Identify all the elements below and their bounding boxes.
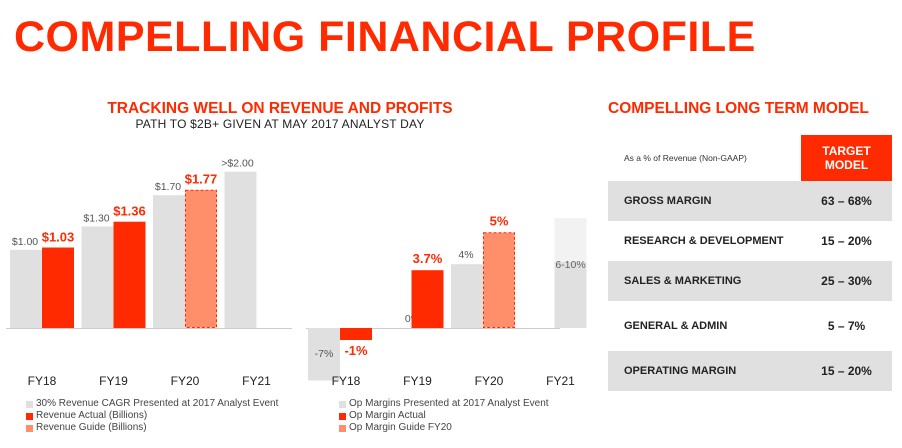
revenue-presented-bar <box>10 249 42 328</box>
long-term-model-title: COMPELLING LONG TERM MODEL <box>608 100 869 117</box>
row-label: RESEARCH & DEVELOPMENT <box>624 235 784 247</box>
revenue-actual-bar <box>42 247 74 328</box>
legend-label: Op Margin Guide FY20 <box>349 422 452 433</box>
op-margin-presented-label: 6-10% <box>555 259 585 271</box>
legend-item: Op Margins Presented at 2017 Analyst Eve… <box>339 398 549 410</box>
legend-label: Revenue Actual (Billions) <box>36 410 148 421</box>
revenue-legend: 30% Revenue CAGR Presented at 2017 Analy… <box>26 398 278 434</box>
revenue-guide-label: $1.77 <box>185 172 218 187</box>
legend-label: Op Margins Presented at 2017 Analyst Eve… <box>349 398 549 409</box>
row-label: GROSS MARGIN <box>624 195 712 207</box>
revenue-profit-title: TRACKING WELL ON REVENUE AND PROFITS <box>107 100 453 117</box>
legend-item: Revenue Actual (Billions) <box>26 410 278 422</box>
op-margin-x-tick: FY20 <box>475 374 504 388</box>
revenue-x-tick: FY20 <box>171 374 200 388</box>
page-title: COMPELLING FINANCIAL PROFILE <box>14 13 756 61</box>
op-margin-actual-label: 3.7% <box>413 251 443 266</box>
legend-item: 30% Revenue CAGR Presented at 2017 Analy… <box>26 398 278 410</box>
legend-item: Revenue Guide (Billions) <box>26 422 278 434</box>
op-margin-x-tick: FY19 <box>403 374 432 388</box>
legend-swatch <box>339 412 346 420</box>
op-margin-presented-bar <box>554 262 587 328</box>
target-line-1: TARGET <box>822 144 871 158</box>
op-margin-presented-bar <box>308 328 340 381</box>
revenue-presented-label: $1.00 <box>12 236 38 248</box>
op-margin-range-bar <box>554 218 587 262</box>
op-margin-presented-label: 4% <box>458 249 473 261</box>
table-row: SALES & MARKETING 25 – 30% <box>608 261 892 301</box>
charts-area: $1.00 $1.03 FY18 $1.30 $1.36 FY19 $1.70 $1.77 FY… <box>6 158 587 388</box>
revenue-presented-label: $1.30 <box>83 212 109 224</box>
revenue-x-tick: FY19 <box>99 374 128 388</box>
revenue-actual-label: $1.36 <box>113 204 146 219</box>
row-value: 25 – 30% <box>821 274 872 288</box>
row-value: 15 – 20% <box>821 234 872 248</box>
op-margin-legend: Op Margins Presented at 2017 Analyst Eve… <box>339 398 549 434</box>
table-row: GENERAL & ADMIN 5 – 7% <box>608 306 892 346</box>
row-value: 63 – 68% <box>821 194 872 208</box>
target-line-2: MODEL <box>824 158 869 172</box>
op-margin-guide-label: 5% <box>490 213 509 228</box>
op-margin-actual-label: -1% <box>344 343 368 358</box>
legend-swatch <box>339 400 346 408</box>
revenue-presented-bar <box>224 171 257 328</box>
table-row: GROSS MARGIN 63 – 68% <box>608 181 892 221</box>
revenue-presented-bar <box>153 195 185 328</box>
revenue-presented-bar <box>81 226 114 328</box>
legend-label: Op Margin Actual <box>349 410 426 421</box>
table-header-label: As a % of Revenue (Non-GAAP) <box>624 153 747 163</box>
revenue-actual-bar <box>113 221 146 328</box>
row-value: 15 – 20% <box>821 364 872 378</box>
legend-item: Op Margin Actual <box>339 410 549 422</box>
op-margin-actual-bar <box>411 270 444 328</box>
op-margin-presented-label: -7% <box>315 348 334 360</box>
revenue-guide-bar <box>185 189 217 328</box>
legend-label: 30% Revenue CAGR Presented at 2017 Analy… <box>36 398 279 409</box>
op-margin-x-tick: FY18 <box>332 374 361 388</box>
revenue-x-tick: FY18 <box>28 374 57 388</box>
legend-label: Revenue Guide (Billions) <box>36 422 147 433</box>
table-row: OPERATING MARGIN 15 – 20% <box>608 351 892 391</box>
op-margin-actual-bar <box>340 328 372 340</box>
op-margin-guide-bar <box>483 232 515 328</box>
target-model-header: TARGET MODEL <box>801 135 892 181</box>
legend-swatch <box>26 424 33 432</box>
legend-swatch <box>339 424 346 432</box>
legend-swatch <box>26 400 33 408</box>
revenue-actual-label: $1.03 <box>42 230 75 245</box>
op-margin-x-tick: FY21 <box>546 374 575 388</box>
table-header: As a % of Revenue (Non-GAAP) TARGET MODE… <box>608 135 892 181</box>
revenue-x-tick: FY21 <box>242 374 271 388</box>
row-label: GENERAL & ADMIN <box>624 320 728 332</box>
table-row: RESEARCH & DEVELOPMENT 15 – 20% <box>608 221 892 261</box>
long-term-model-table: As a % of Revenue (Non-GAAP) TARGET MODE… <box>608 135 892 391</box>
row-label: SALES & MARKETING <box>624 275 742 287</box>
legend-item: Op Margin Guide FY20 <box>339 422 549 434</box>
row-label: OPERATING MARGIN <box>624 365 737 377</box>
row-value: 5 – 7% <box>827 319 866 333</box>
revenue-presented-label: $1.70 <box>155 181 181 193</box>
revenue-presented-label: >$2.00 <box>221 158 254 170</box>
revenue-profit-subtitle: PATH TO $2B+ GIVEN AT MAY 2017 ANALYST D… <box>135 117 425 131</box>
op-margin-presented-bar <box>451 264 483 328</box>
legend-swatch <box>26 412 33 420</box>
